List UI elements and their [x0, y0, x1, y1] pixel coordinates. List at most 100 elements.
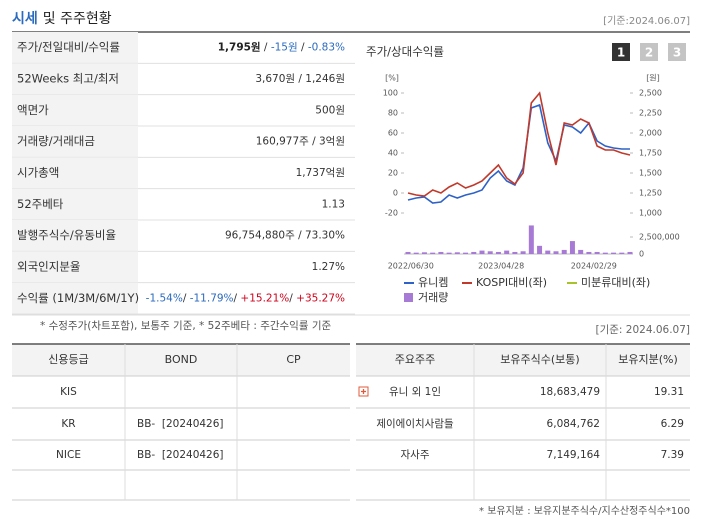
x-tick-label: 2024/02/29: [571, 262, 617, 271]
y3-tick-label: 0: [639, 250, 644, 259]
volume-bar: [454, 252, 460, 254]
table-cell: 자사주: [401, 449, 430, 461]
y2-tick-label: 1,000: [639, 209, 662, 218]
table-cell: 6,084,762: [547, 418, 600, 430]
series-line: [407, 103, 630, 204]
x-tick-label: 2022/06/30: [388, 262, 434, 271]
row-label: 거래량/거래대금: [17, 134, 95, 148]
value-part: -1.54%: [146, 292, 183, 304]
y2-tick-label: 2,500: [639, 89, 662, 98]
value-part: /: [183, 292, 190, 304]
row-value: 1,737억원: [296, 167, 345, 179]
y2-tick-label: 1,250: [639, 189, 662, 198]
title-main: 시세: [12, 11, 38, 27]
volume-bar: [594, 251, 600, 254]
row-value: -1.54%/ -11.79%/ +15.21%/ +35.27%: [146, 292, 345, 304]
label-cell: [12, 126, 138, 158]
table-header: 신용등급: [48, 353, 88, 366]
y-tick-label: -20: [385, 209, 398, 218]
volume-bar: [413, 252, 419, 254]
holders-date: [기준: 2024.06.07]: [595, 324, 690, 336]
legend-swatch: [404, 293, 413, 302]
row-label: 외국인지분율: [17, 260, 80, 274]
value-part: -15원: [271, 42, 298, 54]
table-cell: 7.39: [661, 449, 684, 461]
table-cell: 19.31: [654, 386, 684, 398]
expand-plus: [361, 389, 366, 394]
row-label: 시가총액: [17, 166, 59, 180]
row-value: 1.27%: [312, 261, 345, 273]
table-header: 보유주식수(보통): [500, 353, 579, 366]
table-header: 보유지분(%): [618, 353, 678, 366]
legend-label: 미분류대비(좌): [581, 276, 650, 289]
y-tick-label: 20: [388, 169, 398, 178]
y-unit: [%]: [385, 74, 399, 83]
chart-button[interactable]: [612, 43, 630, 61]
value-part: -11.79%: [190, 292, 234, 304]
volume-bar: [479, 250, 485, 254]
volume-bar: [471, 251, 477, 254]
volume-bar: [619, 252, 625, 254]
y-tick-label: 60: [388, 129, 398, 138]
table-header-bg: [12, 344, 350, 376]
table-cell: KR: [61, 418, 75, 430]
legend-label: 유니켐: [418, 276, 448, 289]
volume-bar: [578, 249, 584, 254]
y2-tick-label: 1,750: [639, 149, 662, 158]
row-value: 1.13: [322, 198, 345, 210]
summary-note: * 수정주가(차트포함), 보통주 기준, * 52주베타 : 주간수익률 기준: [40, 320, 331, 332]
row-label: 수익률 (1M/3M/6M/1Y): [17, 291, 139, 305]
label-cell: [12, 220, 138, 252]
table-header: BOND: [165, 353, 198, 366]
label-cell: [12, 251, 138, 283]
chart-button-label: 3: [673, 46, 681, 60]
table-cell: BB- [20240426]: [137, 449, 224, 461]
chart-button[interactable]: [668, 43, 686, 61]
volume-bar: [586, 251, 592, 254]
row-value: 160,977주 / 3억원: [256, 136, 345, 148]
value-part: +35.27%: [296, 292, 345, 304]
row-label: 52주베타: [17, 197, 64, 211]
volume-bar: [537, 245, 543, 254]
volume-bar: [561, 249, 567, 254]
volume-bar: [528, 225, 534, 254]
table-cell: KIS: [60, 386, 77, 398]
y2-unit: [원]: [646, 74, 660, 83]
volume-bar: [569, 241, 575, 254]
volume-bar: [463, 252, 469, 254]
row-value: 96,754,880주 / 73.30%: [225, 230, 345, 242]
volume-bar: [495, 251, 501, 254]
holders-note: * 보유지분 : 보유지분주식수/지수산정주식수*100: [479, 505, 690, 517]
table-cell: 6.29: [661, 418, 684, 430]
volume-bar: [545, 250, 551, 254]
y3-tick-label: 2,500,000: [639, 233, 680, 242]
volume-bar: [504, 250, 510, 254]
value-part: /: [261, 42, 271, 54]
volume-bar: [602, 252, 608, 254]
volume-bar: [405, 251, 411, 254]
volume-bar: [446, 252, 452, 254]
value-part: +15.21%: [240, 292, 289, 304]
volume-bar: [438, 251, 444, 254]
value-part: /: [289, 292, 296, 304]
y-tick-label: 80: [388, 109, 398, 118]
chart-button[interactable]: [640, 43, 658, 61]
label-cell: [12, 94, 138, 126]
table-cell: 제이에이치사람들: [376, 417, 454, 430]
volume-bar: [520, 251, 526, 254]
value-part: 1,795원: [218, 41, 261, 54]
value-part: /: [298, 42, 308, 54]
header-title: 시세 및 주주현황: [12, 11, 112, 27]
table-cell: NICE: [56, 449, 81, 461]
row-value: 500원: [315, 104, 345, 116]
row-value: 1,795원 / -15원 / -0.83%: [218, 41, 345, 54]
legend-label: 거래량: [418, 291, 448, 304]
table-header: CP: [286, 353, 301, 366]
table-cell: BB- [20240426]: [137, 418, 224, 430]
y-tick-label: 100: [383, 89, 398, 98]
row-label: 발행주식수/유동비율: [17, 228, 116, 242]
legend-label: KOSPI대비(좌): [476, 276, 547, 289]
value-part: -0.83%: [308, 42, 345, 54]
label-cell: [12, 63, 138, 95]
